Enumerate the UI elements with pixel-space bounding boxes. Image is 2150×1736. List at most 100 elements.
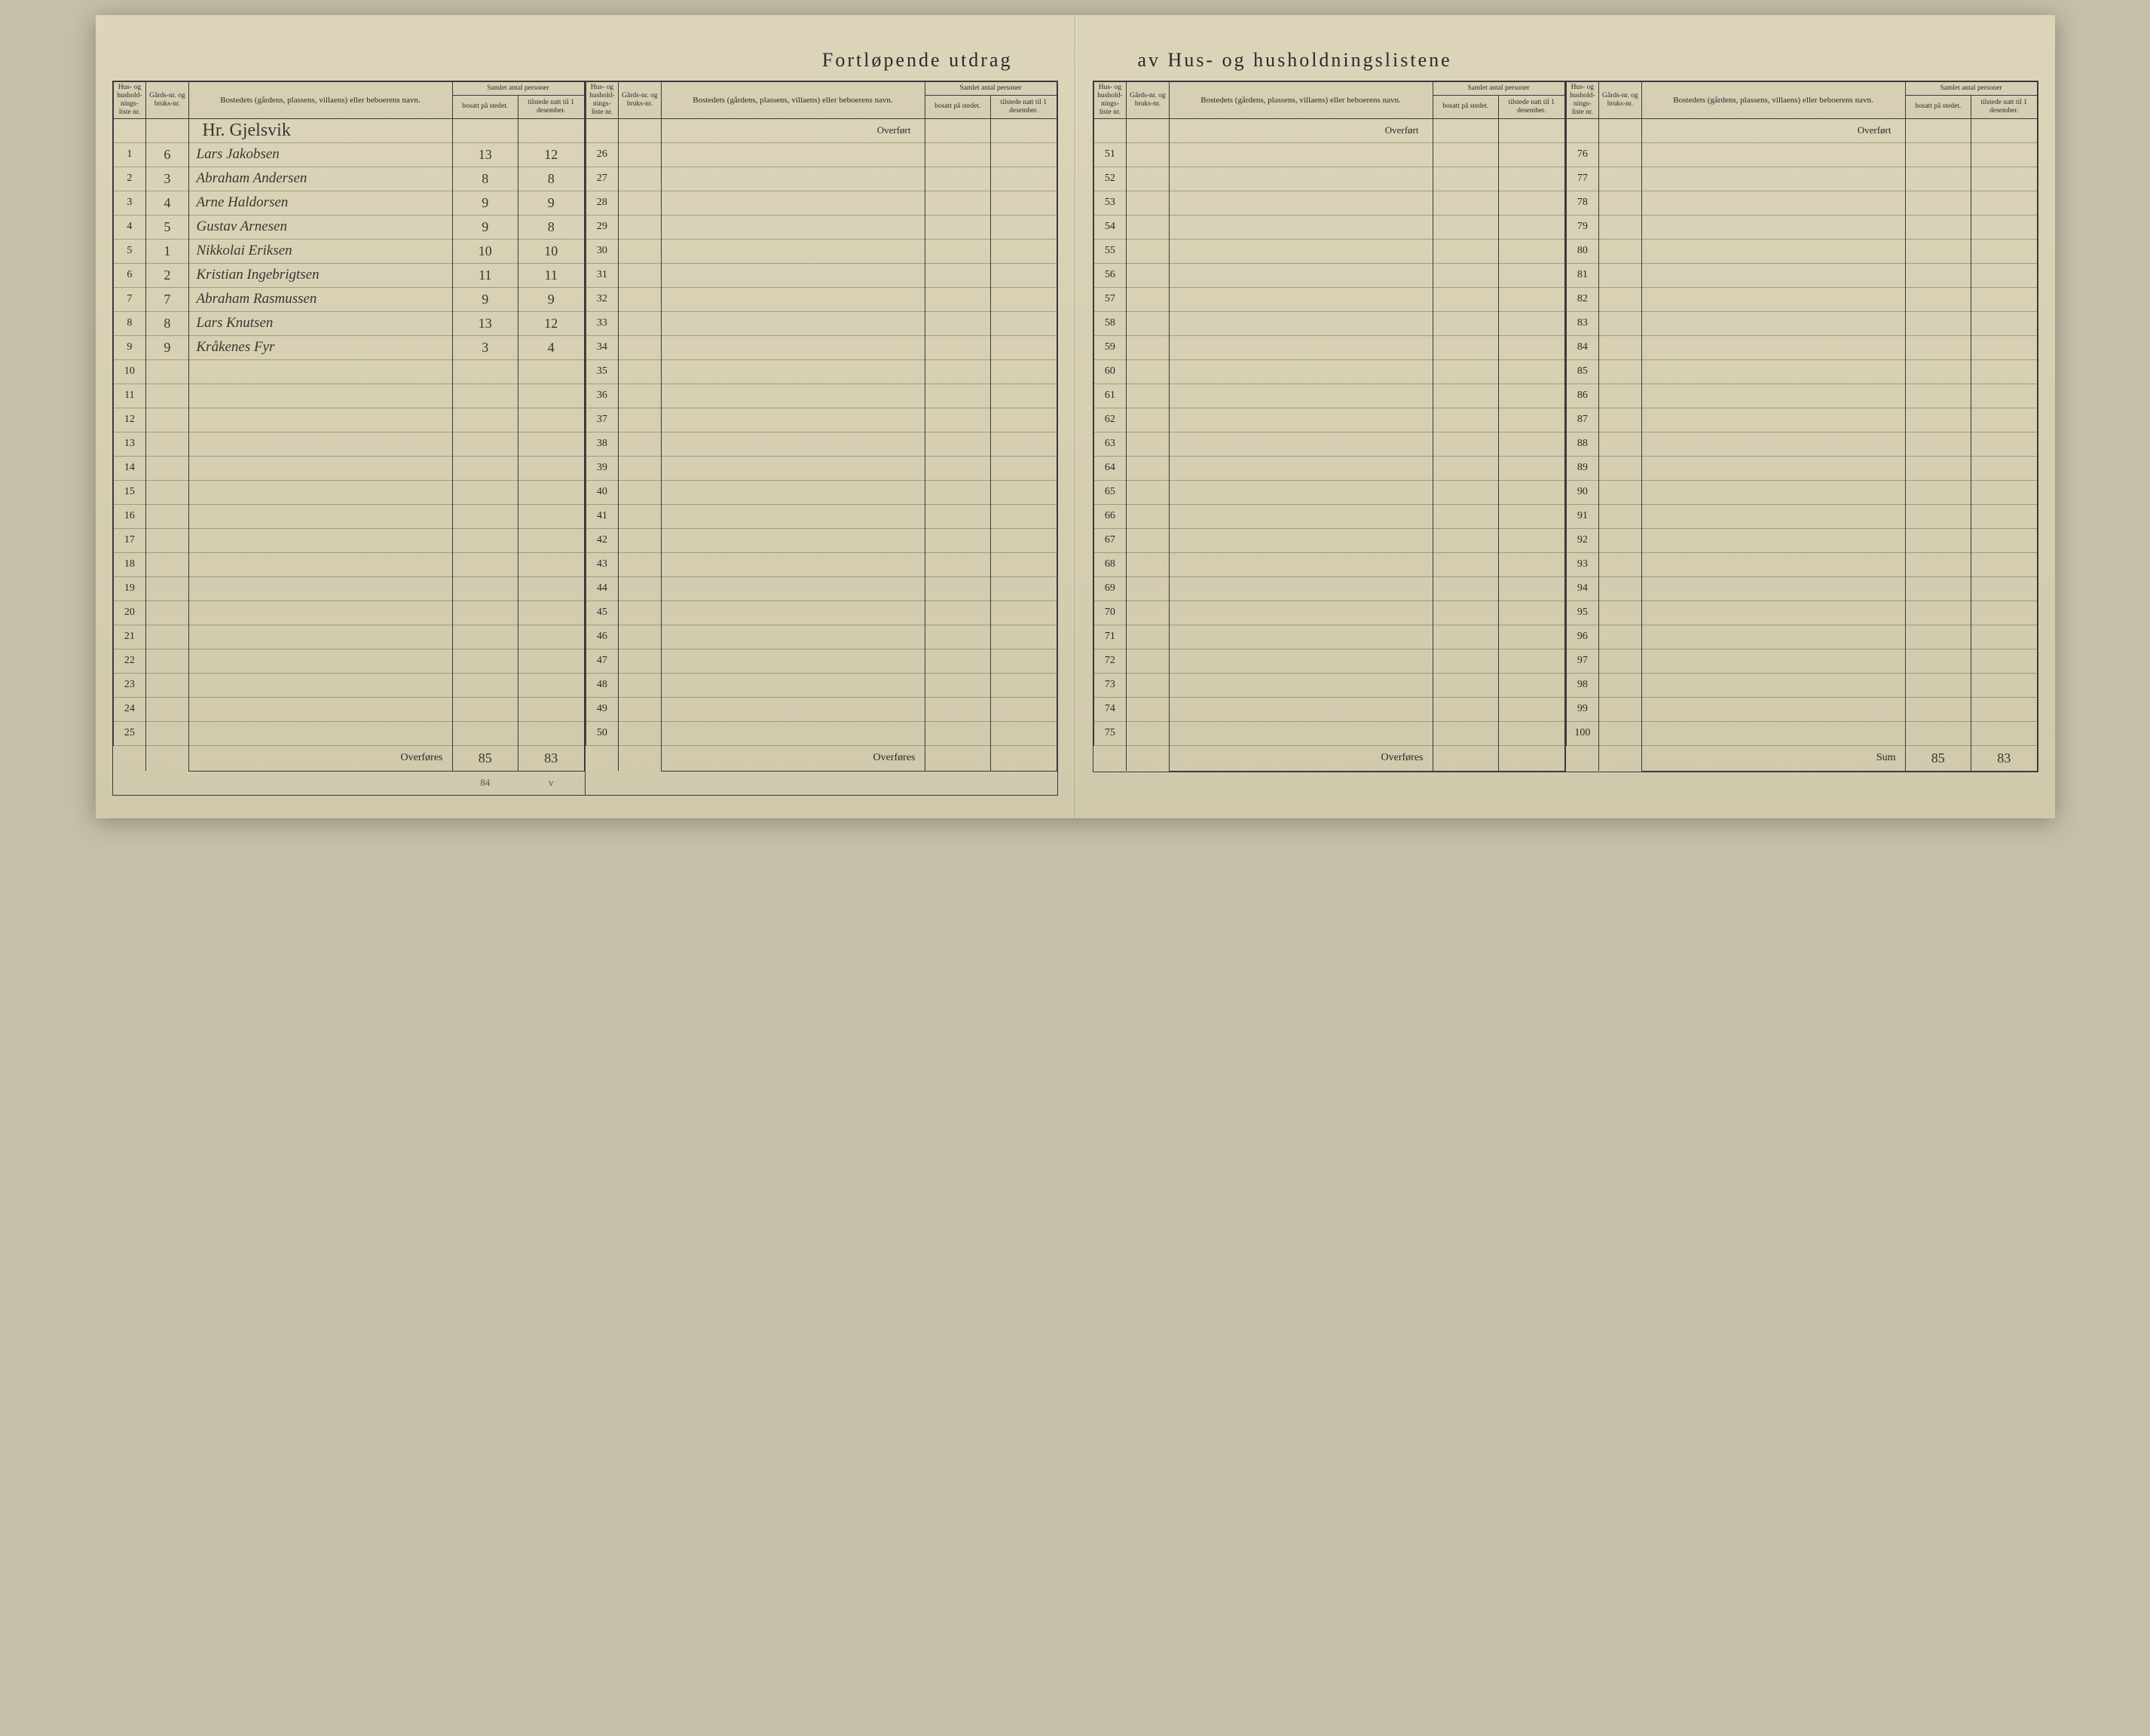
cell-name xyxy=(1169,359,1433,384)
cell-gard xyxy=(1127,601,1169,625)
table-row: 40 xyxy=(586,480,1057,504)
cell-gard xyxy=(619,697,661,721)
cell-name xyxy=(1641,625,1905,649)
cell-gard xyxy=(619,408,661,432)
cell-tilstede xyxy=(991,504,1057,528)
cell-name xyxy=(1169,504,1433,528)
cell-bosatt xyxy=(452,504,518,528)
cell-bosatt xyxy=(1433,480,1499,504)
cell-tilstede xyxy=(1971,601,2038,625)
cell-bosatt xyxy=(925,408,991,432)
cell-bosatt xyxy=(1433,408,1499,432)
row-number: 72 xyxy=(1093,649,1127,673)
cell-bosatt xyxy=(1433,239,1499,263)
cell-name xyxy=(661,601,925,625)
cell-bosatt xyxy=(1433,287,1499,311)
table-row: 34 xyxy=(586,335,1057,359)
cell-tilstede xyxy=(1971,528,2038,552)
cell-gard xyxy=(619,528,661,552)
row-number: 63 xyxy=(1093,432,1127,456)
cell-tilstede xyxy=(991,191,1057,215)
cell-bosatt xyxy=(1905,359,1971,384)
row-number: 92 xyxy=(1566,528,1599,552)
cell-bosatt xyxy=(925,263,991,287)
hdr-bosatt: bosatt på stedet. xyxy=(452,96,518,119)
cell-gard xyxy=(1599,239,1641,263)
cell-tilstede xyxy=(1971,721,2038,745)
cell-tilstede xyxy=(518,384,585,408)
cell-gard xyxy=(146,528,188,552)
row-number: 17 xyxy=(113,528,146,552)
cell-name xyxy=(188,649,452,673)
cell-name xyxy=(1169,697,1433,721)
cell-gard xyxy=(619,649,661,673)
cell-bosatt xyxy=(452,673,518,697)
cell-name xyxy=(661,480,925,504)
table-row: 89 xyxy=(1566,456,2037,480)
cell-gard: 4 xyxy=(146,191,188,215)
cell-name xyxy=(1641,552,1905,576)
row-number: 73 xyxy=(1093,673,1127,697)
cell-bosatt xyxy=(452,359,518,384)
row-number: 57 xyxy=(1093,287,1127,311)
table-row: 91 xyxy=(1566,504,2037,528)
row-number: 50 xyxy=(586,721,619,745)
table-row: 9 9 Kråkenes Fyr 3 4 xyxy=(113,335,584,359)
row-number: 11 xyxy=(113,384,146,408)
hdr-gard: Gårds-nr. og bruks-nr. xyxy=(619,82,661,119)
title-right: av Hus- og husholdningslistene xyxy=(1093,49,2038,72)
row-number: 100 xyxy=(1566,721,1599,745)
table-row: 25 xyxy=(113,721,584,745)
cell-tilstede xyxy=(1971,263,2038,287)
hdr-gard: Gårds-nr. og bruks-nr. xyxy=(1599,82,1641,119)
cell-name xyxy=(188,432,452,456)
cell-tilstede xyxy=(1499,263,1565,287)
cell-tilstede xyxy=(1499,311,1565,335)
row-number: 99 xyxy=(1566,697,1599,721)
table-row: 77 xyxy=(1566,167,2037,191)
cell-bosatt xyxy=(1433,384,1499,408)
row-number: 38 xyxy=(586,432,619,456)
cell-name xyxy=(1169,239,1433,263)
footer-tilstede xyxy=(1499,745,1565,771)
cell-tilstede xyxy=(1499,335,1565,359)
table-row: 3 4 Arne Haldorsen 9 9 xyxy=(113,191,584,215)
footer-row: Overføres 85 83 xyxy=(113,745,584,771)
table-row: 26 xyxy=(586,142,1057,167)
cell-name xyxy=(188,673,452,697)
cell-gard xyxy=(1127,239,1169,263)
left-page: Fortløpende utdrag Hus- og hushold-nings… xyxy=(96,15,1075,818)
row-number: 29 xyxy=(586,215,619,239)
cell-bosatt xyxy=(1905,432,1971,456)
cell-gard xyxy=(1127,480,1169,504)
cell-tilstede xyxy=(991,625,1057,649)
cell-bosatt xyxy=(452,697,518,721)
cell-bosatt xyxy=(925,673,991,697)
cell-tilstede xyxy=(1971,287,2038,311)
cell-name xyxy=(1641,721,1905,745)
cell-bosatt xyxy=(1905,384,1971,408)
cell-bosatt xyxy=(925,215,991,239)
cell-name xyxy=(661,456,925,480)
row-number: 54 xyxy=(1093,215,1127,239)
hdr-nr: Hus- og hushold-nings-liste nr. xyxy=(1093,82,1127,119)
cell-tilstede xyxy=(1499,359,1565,384)
cell-bosatt xyxy=(1433,359,1499,384)
cell-bosatt xyxy=(925,432,991,456)
cell-gard xyxy=(1127,359,1169,384)
table-row: 78 xyxy=(1566,191,2037,215)
cell-name: Abraham Andersen xyxy=(188,167,452,191)
cell-bosatt xyxy=(925,335,991,359)
cell-tilstede xyxy=(1499,601,1565,625)
row-number: 7 xyxy=(113,287,146,311)
cell-tilstede xyxy=(991,552,1057,576)
cell-name xyxy=(188,721,452,745)
cell-name xyxy=(1641,167,1905,191)
table-row: 71 xyxy=(1093,625,1564,649)
table-row: 82 xyxy=(1566,287,2037,311)
cell-name xyxy=(661,432,925,456)
cell-bosatt xyxy=(925,239,991,263)
cell-bosatt xyxy=(1905,311,1971,335)
cell-gard xyxy=(1599,335,1641,359)
cell-tilstede xyxy=(1499,432,1565,456)
